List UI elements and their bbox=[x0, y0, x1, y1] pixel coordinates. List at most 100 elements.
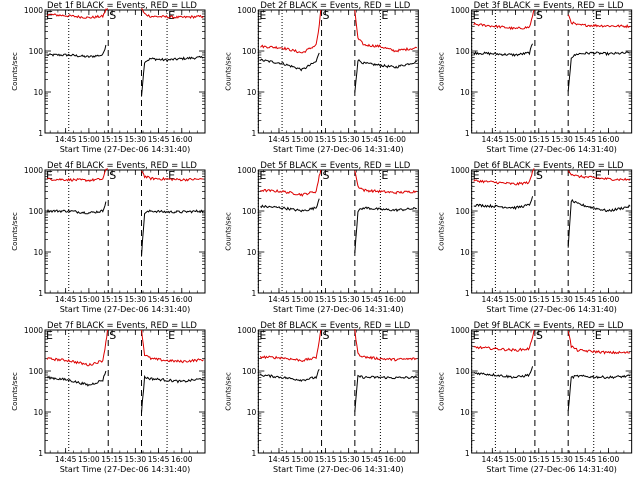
x-axis-label: Start Time (27-Dec-06 14:31:40) bbox=[486, 465, 617, 474]
marker-label-E: E bbox=[46, 169, 53, 182]
x-tick-label: 14:45 bbox=[55, 295, 77, 304]
y-axis-label: Counts/sec bbox=[11, 212, 19, 251]
series-events-line bbox=[473, 196, 534, 211]
series-events-line bbox=[46, 201, 107, 215]
x-tick-label: 16:00 bbox=[171, 135, 193, 144]
x-tick-label: 15:15 bbox=[528, 455, 550, 464]
panel-det-4: Det 4f BLACK = Events, RED = LLD 1 10 100 10… bbox=[11, 161, 206, 314]
series-lld-line bbox=[46, 168, 108, 183]
y-tick-label: 100 bbox=[29, 367, 44, 376]
x-tick-label: 15:30 bbox=[551, 455, 573, 464]
plot-frame bbox=[471, 329, 633, 454]
x-tick-label: 16:00 bbox=[598, 455, 620, 464]
x-tick-label: 16:00 bbox=[384, 295, 406, 304]
x-tick-label: 15:30 bbox=[125, 455, 147, 464]
y-tick-label: 1 bbox=[38, 449, 43, 458]
y-tick-label: 10 bbox=[460, 408, 470, 417]
x-tick-label: 15:30 bbox=[338, 295, 360, 304]
y-tick-label: 100 bbox=[242, 207, 257, 216]
series-events-line bbox=[259, 52, 320, 72]
x-axis-label: Start Time (27-Dec-06 14:31:40) bbox=[273, 305, 404, 314]
panel-title: Det 2f BLACK = Events, RED = LLD bbox=[260, 1, 410, 11]
series-events-line bbox=[141, 55, 204, 97]
x-tick-label: 14:45 bbox=[55, 455, 77, 464]
panel-det-6: Det 6f BLACK = Events, RED = LLD 1 10 100 10… bbox=[438, 161, 633, 314]
x-tick-label: 15:30 bbox=[125, 135, 147, 144]
x-tick-label: 14:45 bbox=[481, 455, 503, 464]
marker-label-E: E bbox=[595, 9, 602, 22]
x-tick-label: 15:45 bbox=[361, 135, 383, 144]
series-lld-line bbox=[567, 170, 631, 181]
x-tick-label: 16:00 bbox=[384, 455, 406, 464]
x-tick-label: 15:45 bbox=[148, 455, 170, 464]
y-axis-label: Counts/sec bbox=[11, 52, 19, 91]
series-events-line bbox=[567, 198, 631, 248]
series-events-line bbox=[260, 198, 320, 213]
y-tick-label: 1000 bbox=[451, 6, 470, 15]
y-tick-label: 1000 bbox=[24, 166, 43, 175]
marker-label-E: E bbox=[168, 329, 175, 342]
marker-label-E: E bbox=[168, 169, 175, 182]
x-tick-label: 15:45 bbox=[574, 135, 596, 144]
x-tick-label: 15:15 bbox=[101, 295, 123, 304]
x-tick-label: 15:30 bbox=[551, 135, 573, 144]
x-tick-label: 14:45 bbox=[481, 135, 503, 144]
x-tick-label: 15:30 bbox=[125, 295, 147, 304]
y-tick-label: 1 bbox=[465, 449, 470, 458]
marker-label-S: S bbox=[109, 9, 116, 22]
x-tick-label: 15:15 bbox=[101, 135, 123, 144]
y-tick-label: 1 bbox=[38, 129, 43, 138]
panel-title: Det 4f BLACK = Events, RED = LLD bbox=[47, 161, 197, 171]
series-lld-line bbox=[473, 9, 535, 31]
y-tick-label: 100 bbox=[455, 207, 470, 216]
x-tick-label: 16:00 bbox=[598, 135, 620, 144]
x-tick-label: 15:15 bbox=[528, 135, 550, 144]
plot-frame bbox=[44, 169, 206, 294]
x-tick-label: 15:15 bbox=[315, 295, 337, 304]
x-tick-label: 15:15 bbox=[315, 455, 337, 464]
x-tick-label: 15:30 bbox=[551, 295, 573, 304]
y-tick-label: 10 bbox=[460, 248, 470, 257]
series-events-line bbox=[473, 43, 533, 57]
y-tick-label: 10 bbox=[247, 88, 257, 97]
plot-frame bbox=[471, 9, 633, 134]
marker-label-S: S bbox=[323, 169, 330, 182]
x-tick-label: 15:45 bbox=[574, 295, 596, 304]
y-tick-label: 100 bbox=[242, 367, 257, 376]
series-lld-line bbox=[354, 9, 418, 53]
x-tick-label: 14:45 bbox=[268, 135, 290, 144]
series-events-line bbox=[260, 369, 320, 383]
marker-label-S: S bbox=[323, 329, 330, 342]
series-lld-line bbox=[46, 329, 108, 367]
panel-det-8: Det 8f BLACK = Events, RED = LLD 1 10 100 10… bbox=[224, 321, 419, 474]
y-tick-label: 1000 bbox=[451, 166, 470, 175]
series-events-line bbox=[473, 366, 534, 379]
y-tick-label: 100 bbox=[242, 47, 257, 56]
panel-det-5: Det 5f BLACK = Events, RED = LLD 1 10 100 10… bbox=[224, 161, 419, 314]
plot-frame bbox=[44, 9, 206, 134]
series-lld-line bbox=[141, 329, 204, 364]
marker-label-E: E bbox=[46, 329, 53, 342]
x-axis-label: Start Time (27-Dec-06 14:31:40) bbox=[486, 305, 617, 314]
marker-label-E: E bbox=[381, 329, 388, 342]
marker-label-S: S bbox=[536, 169, 543, 182]
y-tick-label: 1000 bbox=[451, 326, 470, 335]
series-lld-line bbox=[259, 329, 322, 363]
marker-label-S: S bbox=[109, 169, 116, 182]
series-events-line bbox=[46, 370, 107, 387]
marker-label-S: S bbox=[323, 9, 330, 22]
x-tick-label: 15:30 bbox=[338, 135, 360, 144]
marker-label-E: E bbox=[595, 169, 602, 182]
series-lld-line bbox=[141, 170, 204, 182]
y-tick-label: 1 bbox=[252, 289, 257, 298]
series-lld-line bbox=[567, 330, 631, 355]
x-tick-label: 15:45 bbox=[361, 295, 383, 304]
panel-det-9: Det 9f BLACK = Events, RED = LLD 1 10 100 10… bbox=[438, 321, 633, 474]
series-lld-line bbox=[473, 329, 535, 352]
series-lld-line bbox=[260, 9, 322, 54]
y-axis-label: Counts/sec bbox=[438, 372, 446, 411]
panel-det-1: Det 1f BLACK = Events, RED = LLD 1 10 100 10… bbox=[11, 1, 206, 154]
x-axis-label: Start Time (27-Dec-06 14:31:40) bbox=[60, 465, 191, 474]
series-events-line bbox=[354, 59, 418, 93]
